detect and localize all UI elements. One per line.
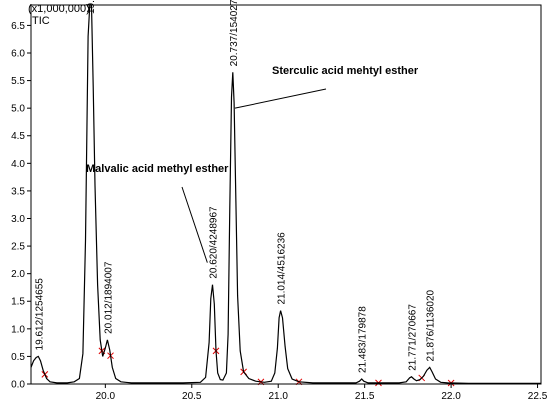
y-tick-label: 4.5 (11, 131, 25, 142)
peak-label: 20.737/15402793 (229, 0, 240, 66)
annotation-layer: Sterculic acid mehtyl esther Malvalic aci… (86, 65, 419, 263)
y-tick-label: 0.5 (11, 352, 25, 363)
y-tick-label: 6.0 (11, 48, 25, 59)
peak-label: 19.910/20459709 (86, 0, 97, 14)
peak-label: 20.620/4248967 (208, 206, 219, 279)
y-tick-label: 3.0 (11, 214, 25, 225)
scale-label: (x1,000,000) (28, 3, 90, 15)
y-tick-label: 1.0 (11, 324, 25, 335)
peak-label-layer: 19.612/1254655 19.910/20459709 20.012/1894… (34, 0, 436, 373)
y-tick-label: 4.0 (11, 159, 25, 170)
plot-area: 0.0 0.5 1.0 1.5 2.0 2.5 3.0 3.5 4.0 4.5 5.0 5.5 6.0 6… (11, 0, 548, 402)
peak-label: 21.014/4516236 (277, 232, 288, 305)
peak-label: 19.612/1254655 (34, 278, 45, 351)
x-tick-label: 20.0 (96, 391, 116, 402)
y-tick-label: 5.5 (11, 76, 25, 87)
y-tick-label: 0.0 (11, 380, 25, 391)
annotation-leader-line (234, 88, 327, 109)
y-tick-label: 2.0 (11, 269, 25, 280)
axis-layer: 0.0 0.5 1.0 1.5 2.0 2.5 3.0 3.5 4.0 4.5 5.0 5.5 6.0 6… (11, 21, 548, 402)
y-tick-label: 1.5 (11, 297, 25, 308)
plot-frame (30, 4, 542, 385)
tic-series-line (30, 4, 541, 384)
x-tick-label: 22.5 (528, 391, 548, 402)
y-tick-label: 3.5 (11, 186, 25, 197)
annotation-label: Malvalic acid methyl esther (86, 163, 229, 175)
peak-label: 21.483/179878 (358, 306, 369, 373)
x-tick-label: 21.0 (268, 391, 288, 402)
peak-label: 21.876/1136020 (426, 289, 437, 361)
annotation-leader-line (181, 186, 208, 263)
y-tick-label: 2.5 (11, 242, 25, 253)
tic-label: TIC (32, 15, 50, 27)
x-tick-label: 22.0 (441, 391, 461, 402)
y-tick-label: 6.5 (11, 21, 25, 32)
peak-label: 21.771/270667 (408, 304, 419, 371)
x-tick-label: 21.5 (355, 391, 375, 402)
x-tick-label: 20.5 (182, 391, 202, 402)
peak-label: 20.012/1894007 (103, 261, 114, 334)
annotation-label: Sterculic acid mehtyl esther (272, 65, 419, 77)
y-tick-label: 5.0 (11, 104, 25, 115)
